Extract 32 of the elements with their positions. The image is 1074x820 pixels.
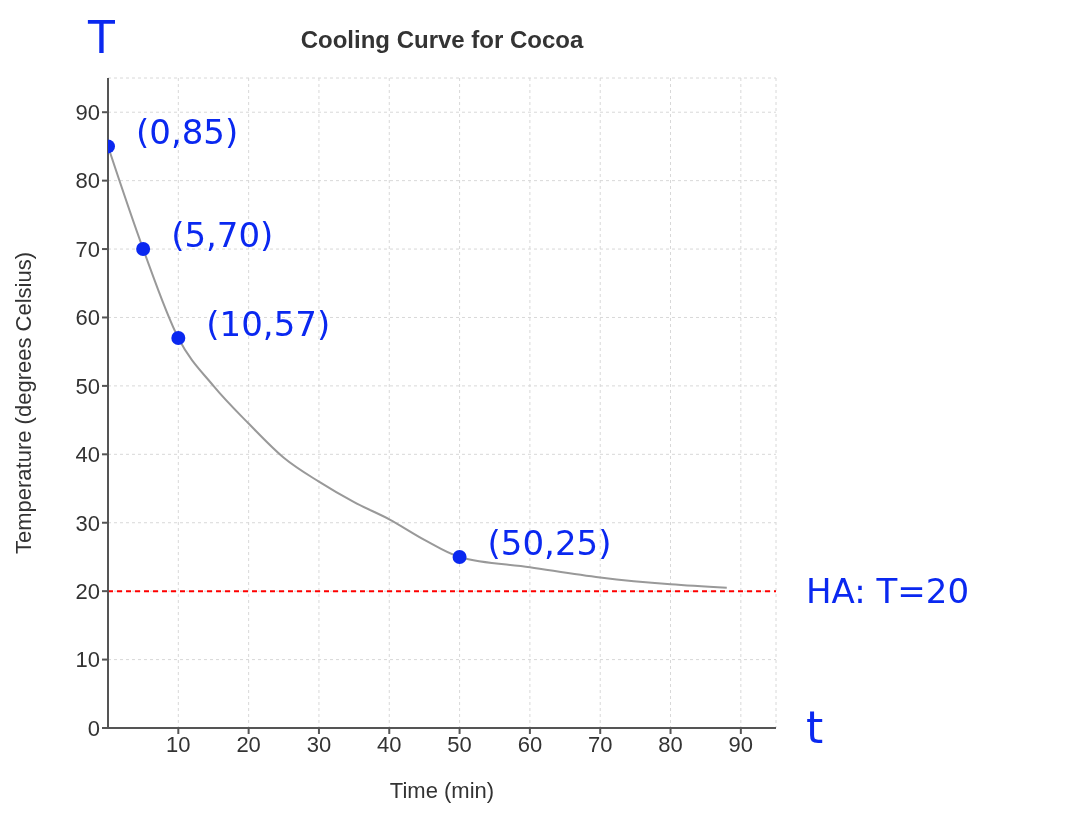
y-tick-label: 20 <box>75 578 100 604</box>
point <box>171 331 186 345</box>
y-axis-title: Temperature (degrees Celsius) <box>10 251 36 555</box>
y-tick-label: 60 <box>75 305 100 331</box>
x-tick-label: 60 <box>517 731 543 757</box>
x-tick-label: 80 <box>658 731 683 757</box>
annotation: (0,85) <box>136 112 239 153</box>
x-tick-label: 20 <box>236 731 261 757</box>
y-tick-label: 0 <box>87 715 100 741</box>
y-tick-label: 90 <box>75 100 100 126</box>
y-tick-label: 30 <box>75 510 100 536</box>
x-tick-label: 10 <box>166 731 191 757</box>
x-tick-label: 40 <box>377 731 402 757</box>
text: T <box>87 12 115 63</box>
point <box>136 242 151 257</box>
x-axis-title: Time (min) <box>389 778 495 803</box>
x-tick-label: 50 <box>447 731 472 757</box>
annotation: (10,57) <box>206 304 331 344</box>
x-tick-label: 70 <box>587 731 613 757</box>
annotation: (5,70) <box>171 215 274 256</box>
y-tick-label: 80 <box>75 168 100 194</box>
y-tick-label: 40 <box>75 442 100 468</box>
ref-line-label: HA: T=20 <box>806 571 970 612</box>
x-tick-label: 30 <box>306 731 332 757</box>
chart-title: Cooling Curve for Cocoa <box>300 26 584 53</box>
text: t <box>806 702 824 753</box>
point <box>452 549 467 564</box>
annotation: (50,25) <box>487 522 612 563</box>
y-tick-label: 10 <box>75 647 100 673</box>
y-tick-label: 70 <box>75 236 100 262</box>
x-tick-label: 90 <box>728 731 754 757</box>
y-tick-label: 50 <box>75 373 100 399</box>
